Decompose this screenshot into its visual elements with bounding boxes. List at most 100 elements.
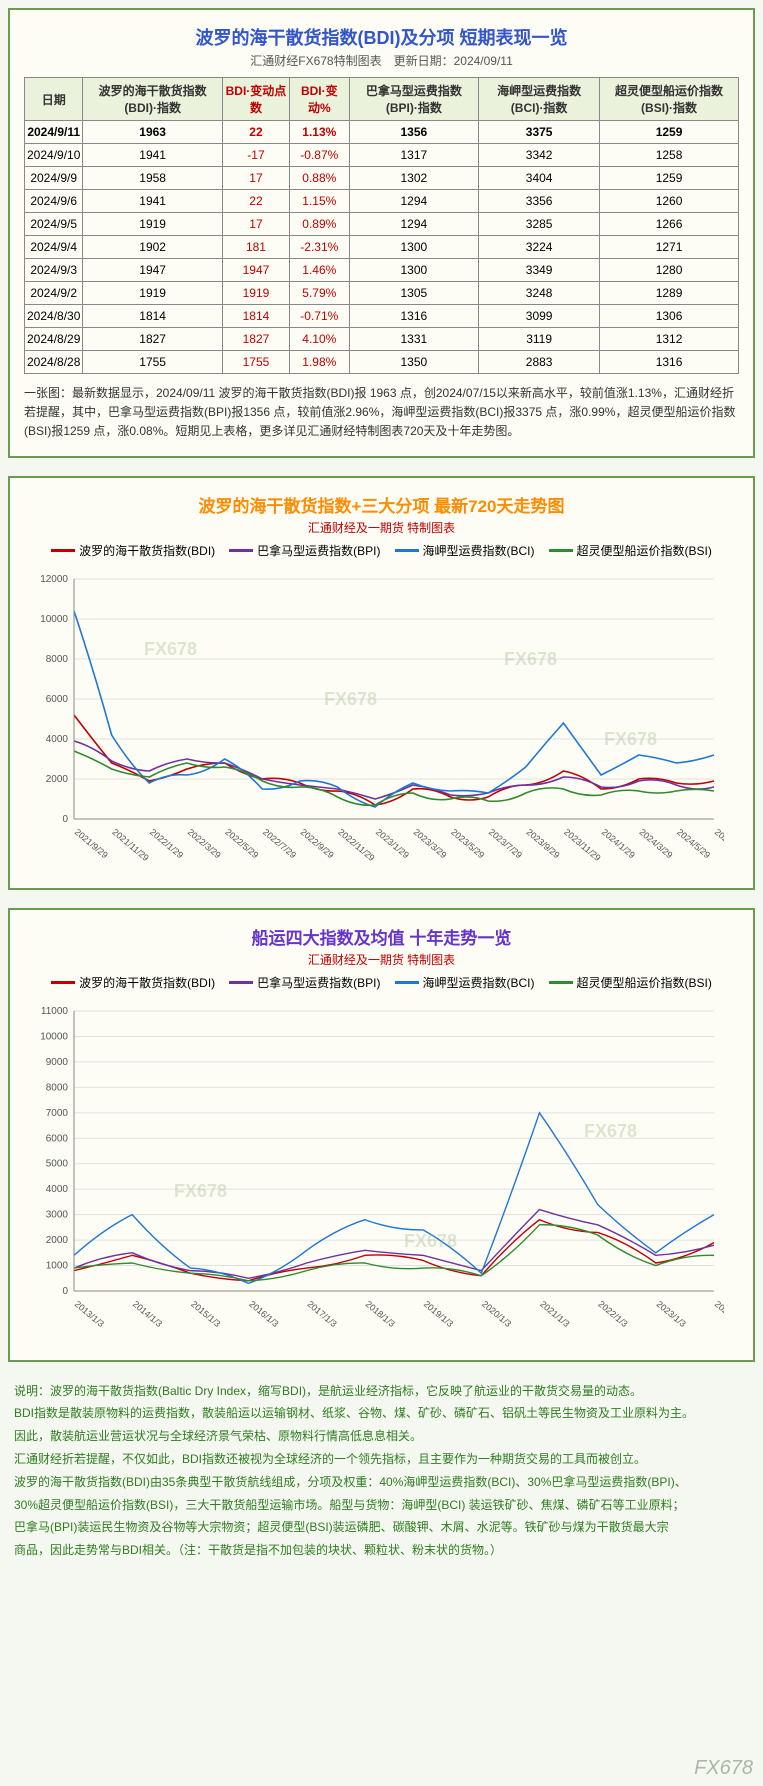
table-cell: 1947: [222, 259, 289, 282]
table-cell: 181: [222, 236, 289, 259]
table-cell: 2883: [479, 351, 600, 374]
table-cell: 1755: [83, 351, 223, 374]
table-cell: 1827: [222, 328, 289, 351]
table-cell: 1294: [349, 190, 479, 213]
table-cell: 2024/9/5: [25, 213, 83, 236]
svg-text:2022/1/3: 2022/1/3: [596, 1298, 629, 1328]
svg-text:0: 0: [62, 814, 68, 825]
table-cell: 2024/9/4: [25, 236, 83, 259]
legend-item: 超灵便型船运价指数(BSI): [549, 542, 712, 559]
table-cell: 3342: [479, 144, 600, 167]
svg-text:2000: 2000: [46, 774, 69, 785]
svg-text:2023/11/29: 2023/11/29: [562, 826, 602, 862]
svg-text:2013/1/3: 2013/1/3: [73, 1298, 106, 1328]
table-cell: 1259: [600, 167, 739, 190]
table-cell: 1305: [349, 282, 479, 305]
table-cell: 1260: [600, 190, 739, 213]
svg-text:1000: 1000: [46, 1260, 69, 1271]
chart10y-plot: 0100020003000400050006000700080009000100…: [24, 1001, 739, 1346]
table-cell: 1300: [349, 236, 479, 259]
legend-item: 波罗的海干散货指数(BDI): [51, 542, 215, 559]
svg-text:6000: 6000: [46, 1133, 69, 1144]
svg-text:7000: 7000: [46, 1107, 69, 1118]
table-row: 2024/9/101941-17-0.87%131733421258: [25, 144, 739, 167]
table-row: 2024/8/28175517551.98%135028831316: [25, 351, 739, 374]
column-header: 日期: [25, 78, 83, 121]
explain-line: 因此，散装航运业营运状况与全球经济景气荣枯、原物料行情高低息息相关。: [14, 1425, 749, 1448]
table-cell: 1958: [83, 167, 223, 190]
chart10y-title: 船运四大指数及均值 十年走势一览: [24, 924, 739, 949]
svg-text:2014/1/3: 2014/1/3: [131, 1298, 164, 1328]
table-cell: 3375: [479, 121, 600, 144]
table-cell: 1350: [349, 351, 479, 374]
table-cell: 5.79%: [290, 282, 349, 305]
table-cell: 1306: [600, 305, 739, 328]
svg-text:0: 0: [62, 1286, 68, 1297]
svg-text:2023/1/3: 2023/1/3: [655, 1298, 688, 1328]
explain-line: 说明：波罗的海干散货指数(Baltic Dry Index，缩写BDI)，是航运…: [14, 1380, 749, 1403]
svg-text:5000: 5000: [46, 1158, 69, 1169]
table-cell: 1271: [600, 236, 739, 259]
table-cell: 1963: [83, 121, 223, 144]
chart-720-panel: 波罗的海干散货指数+三大分项 最新720天走势图 汇通财经及一期货 特制图表 波…: [8, 476, 755, 890]
svg-text:2023/1/29: 2023/1/29: [374, 826, 411, 859]
svg-text:2024/7/29: 2024/7/29: [713, 826, 724, 859]
table-row: 2024/8/29182718274.10%133131191312: [25, 328, 739, 351]
svg-text:2021/9/29: 2021/9/29: [73, 826, 110, 859]
table-cell: 3099: [479, 305, 600, 328]
table-cell: 3248: [479, 282, 600, 305]
brand-watermark: FX678: [694, 1757, 753, 1780]
table-cell: 1331: [349, 328, 479, 351]
table-cell: 1289: [600, 282, 739, 305]
table-cell: 1902: [83, 236, 223, 259]
table-cell: 1941: [83, 190, 223, 213]
legend-item: 巴拿马型运费指数(BPI): [229, 974, 380, 991]
svg-text:2024/1/29: 2024/1/29: [600, 826, 637, 859]
table-cell: 3224: [479, 236, 600, 259]
table-cell: 2024/9/10: [25, 144, 83, 167]
table-cell: 0.89%: [290, 213, 349, 236]
table-cell: 1316: [349, 305, 479, 328]
svg-text:2000: 2000: [46, 1235, 69, 1246]
table-cell: 1.98%: [290, 351, 349, 374]
table-cell: 1947: [83, 259, 223, 282]
table-row: 2024/9/51919170.89%129432851266: [25, 213, 739, 236]
svg-text:2022/1/29: 2022/1/29: [148, 826, 185, 859]
svg-text:2022/11/29: 2022/11/29: [336, 826, 376, 862]
svg-text:2021/11/29: 2021/11/29: [110, 826, 150, 862]
table-cell: 1259: [600, 121, 739, 144]
svg-text:2022/9/29: 2022/9/29: [299, 826, 336, 859]
svg-text:3000: 3000: [46, 1209, 69, 1220]
table-cell: 2024/9/11: [25, 121, 83, 144]
table-note: 一张图：最新数据显示，2024/09/11 波罗的海干散货指数(BDI)报 19…: [24, 384, 739, 442]
table-cell: 0.88%: [290, 167, 349, 190]
chart720-subtitle: 汇通财经及一期货 特制图表: [24, 519, 739, 536]
table-cell: 17: [222, 167, 289, 190]
svg-text:2022/3/29: 2022/3/29: [186, 826, 223, 859]
column-header: 海岬型运费指数(BCI)·指数: [479, 78, 600, 121]
explain-line: BDI指数是散装原物料的运费指数，散装船运以运输钢材、纸浆、谷物、煤、矿砂、磷矿…: [14, 1402, 749, 1425]
column-header: BDI·变动%: [290, 78, 349, 121]
svg-text:10000: 10000: [40, 614, 68, 625]
svg-text:2017/1/3: 2017/1/3: [305, 1298, 338, 1328]
legend-item: 海岬型运费指数(BCI): [395, 542, 535, 559]
svg-text:2021/1/3: 2021/1/3: [538, 1298, 571, 1328]
table-cell: 3404: [479, 167, 600, 190]
table-cell: 17: [222, 213, 289, 236]
legend-item: 海岬型运费指数(BCI): [395, 974, 535, 991]
legend-item: 超灵便型船运价指数(BSI): [549, 974, 712, 991]
table-cell: -0.87%: [290, 144, 349, 167]
svg-text:2024/1/3: 2024/1/3: [713, 1298, 724, 1328]
table-cell: 1814: [222, 305, 289, 328]
svg-text:8000: 8000: [46, 654, 69, 665]
table-cell: 1919: [222, 282, 289, 305]
table-cell: 3119: [479, 328, 600, 351]
table-cell: 2024/8/29: [25, 328, 83, 351]
table-cell: 1.13%: [290, 121, 349, 144]
table-cell: 4.10%: [290, 328, 349, 351]
explain-line: 汇通财经折若提醒，不仅如此，BDI指数还被视为全球经济的一个领先指标，且主要作为…: [14, 1448, 749, 1471]
table-cell: 1300: [349, 259, 479, 282]
legend-item: 波罗的海干散货指数(BDI): [51, 974, 215, 991]
table-row: 2024/9/61941221.15%129433561260: [25, 190, 739, 213]
table-cell: 1.15%: [290, 190, 349, 213]
